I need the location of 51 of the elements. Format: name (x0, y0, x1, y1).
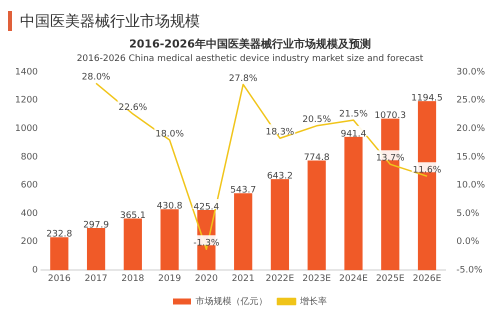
y-tick-label: 400 (20, 208, 38, 219)
y2-tick-label: 5.0% (456, 208, 480, 219)
data-label: 774.8 (304, 152, 330, 163)
y2-tick-label: 15.0% (456, 152, 486, 162)
y2-tick-label: 25.0% (456, 96, 486, 106)
chart-subtitle: 2016-2026年中国医美器械行业市场规模及预测 (129, 37, 371, 50)
x-tick-label: 2017 (84, 274, 108, 284)
x-tick-label: 2016 (48, 274, 72, 284)
legend-label: 市场规模（亿元） (196, 296, 268, 307)
y-tick-label: 1000 (15, 124, 38, 134)
data-label: 1070.3 (374, 111, 406, 122)
data-label: 18.3% (266, 128, 295, 138)
x-tick-label: 2022E (266, 274, 295, 284)
data-label: 27.8% (228, 74, 258, 84)
data-label: 941.4 (340, 129, 367, 140)
y2-tick-label: 30.0% (456, 67, 486, 78)
y-tick-label: 600 (20, 180, 38, 191)
x-tick-label: 2019 (158, 274, 182, 284)
data-label: 20.5% (302, 115, 332, 126)
data-label: 18.0% (155, 129, 184, 140)
data-label: 22.6% (118, 103, 148, 114)
data-label: 425.4 (194, 202, 220, 212)
y-tick-label: 1400 (15, 67, 38, 78)
data-label: 365.1 (120, 210, 146, 221)
data-label: 430.8 (156, 202, 183, 212)
y2-tick-label: -5.0% (456, 266, 483, 276)
data-label: 543.7 (230, 186, 256, 196)
bar (344, 136, 363, 270)
x-tick-label: 2024E (339, 274, 368, 284)
y-tick-label: 1200 (15, 96, 38, 106)
data-label: 28.0% (82, 72, 111, 83)
x-tick-label: 2020 (194, 274, 218, 284)
x-tick-label: 2018 (121, 274, 145, 284)
legend-label: 增长率 (299, 296, 327, 307)
x-tick-label: 2025E (376, 274, 405, 284)
data-label: 643.2 (267, 171, 293, 182)
text: 2016-2026 China medical aesthetic device industry market size and forecast (76, 54, 424, 64)
chart-title: 中国医美器械行业市场规模 (20, 12, 200, 30)
y2-tick-label: 10.0% (456, 180, 486, 191)
x-tick-label: 2021 (232, 274, 255, 284)
data-label: 297.9 (83, 220, 110, 230)
y-tick-label: 200 (20, 237, 38, 248)
y-tick-label: 800 (20, 152, 38, 162)
y-tick-label: 0 (32, 266, 38, 276)
data-label: 232.8 (46, 230, 72, 240)
y2-tick-label: 20.0% (456, 124, 486, 134)
y2-tick-label: 0.0% (456, 237, 480, 248)
x-tick-label: 2023E (302, 274, 332, 284)
x-tick-label: 2026E (412, 274, 442, 284)
data-label: 1194.5 (411, 93, 443, 104)
data-label: 21.5% (339, 109, 368, 120)
